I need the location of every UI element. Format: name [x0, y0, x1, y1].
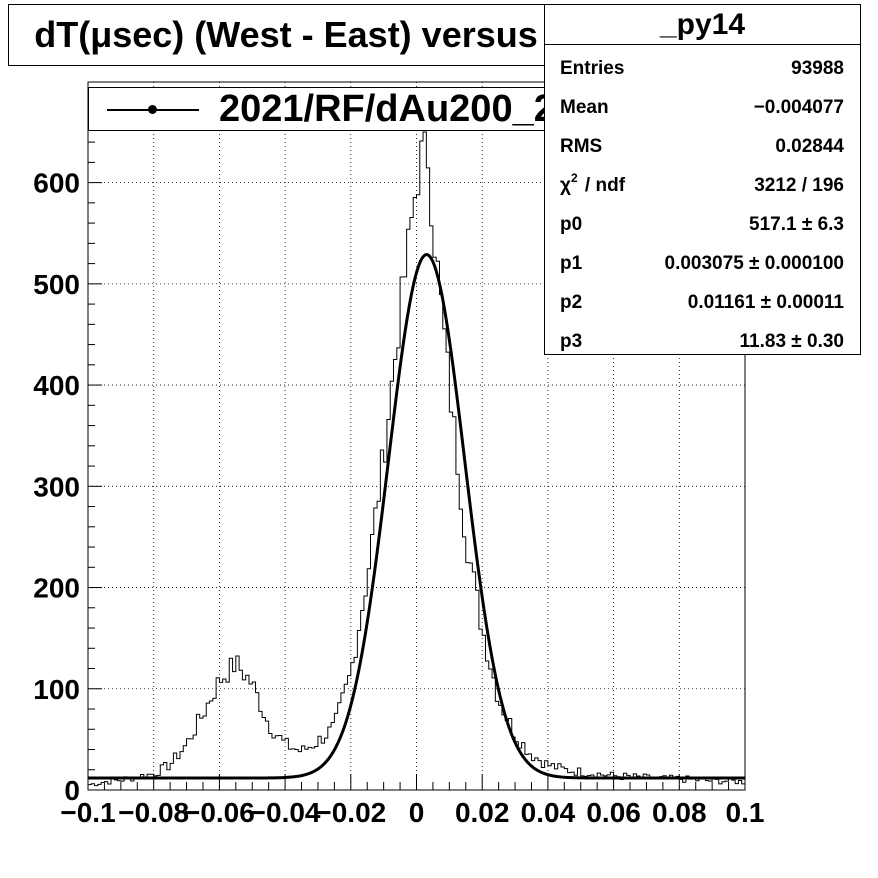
y-tick-label: 400	[33, 370, 80, 401]
x-tick-label: 0	[409, 797, 425, 828]
stats-row-chi2: χ2 / ndf 3212 / 196	[560, 166, 844, 205]
y-tick-label: 600	[33, 168, 80, 199]
stats-row-entries: Entries 93988	[560, 49, 844, 88]
stats-label: p3	[560, 331, 583, 352]
histogram-series-line	[88, 131, 745, 787]
stats-value: 0.01161 ± 0.00011	[687, 292, 844, 313]
x-tick-label: 0.08	[652, 797, 707, 828]
stats-value: −0.004077	[753, 97, 844, 118]
y-tick-label: 0	[64, 775, 80, 806]
stats-value: 3212 / 196	[754, 175, 844, 196]
stats-value: 0.003075 ± 0.000100	[664, 253, 844, 274]
stats-row-p1: p1 0.003075 ± 0.000100	[560, 244, 844, 283]
stats-label: RMS	[560, 136, 603, 157]
y-tick-label: 200	[33, 573, 80, 604]
chart-title: dT(μsec) (West - East) versus Z	[34, 14, 570, 55]
y-tick-label: 300	[33, 471, 80, 502]
y-tick-label: 100	[33, 674, 80, 705]
stats-label: Entries	[560, 58, 625, 79]
x-tick-label: 0.1	[726, 797, 765, 828]
stats-box: _py14 Entries 93988 Mean −0.004077 RMS 0…	[544, 4, 861, 355]
stats-label: p0	[560, 214, 583, 235]
stats-row-p2: p2 0.01161 ± 0.00011	[560, 283, 844, 322]
stats-label: Mean	[560, 97, 609, 118]
x-tick-label: 0.02	[455, 797, 510, 828]
x-tick-label: 0.04	[521, 797, 576, 828]
legend: 2021/RF/dAu200_2021	[88, 87, 618, 131]
chi-symbol: χ	[560, 175, 571, 196]
stats-label: p2	[560, 292, 583, 313]
stats-row-rms: RMS 0.02844	[560, 127, 844, 166]
x-tick-label: −0.1	[60, 797, 115, 828]
chi-suffix: / ndf	[579, 175, 626, 196]
stats-row-p0: p0 517.1 ± 6.3	[560, 205, 844, 244]
stats-row-p3: p3 11.83 ± 0.30	[560, 322, 844, 361]
stats-label: p1	[560, 253, 583, 274]
stats-value: 517.1 ± 6.3	[749, 214, 844, 235]
x-tick-label: −0.06	[184, 797, 255, 828]
stats-value: 11.83 ± 0.30	[739, 331, 844, 352]
stats-value: 93988	[791, 58, 844, 79]
x-tick-label: 0.06	[586, 797, 641, 828]
x-tick-label: −0.02	[315, 797, 386, 828]
stats-title: _py14	[545, 5, 860, 45]
stats-value: 0.02844	[775, 136, 844, 157]
y-tick-label: 500	[33, 269, 80, 300]
chi-superscript: 2	[570, 171, 578, 185]
fit-curve-line	[88, 253, 745, 780]
stats-row-mean: Mean −0.004077	[560, 88, 844, 127]
stats-label: χ2 / ndf	[560, 166, 625, 207]
x-tick-label: −0.04	[250, 797, 321, 828]
chart-title-box: dT(μsec) (West - East) versus Z	[8, 4, 596, 66]
legend-marker-icon	[148, 105, 157, 114]
x-tick-label: −0.08	[118, 797, 189, 828]
